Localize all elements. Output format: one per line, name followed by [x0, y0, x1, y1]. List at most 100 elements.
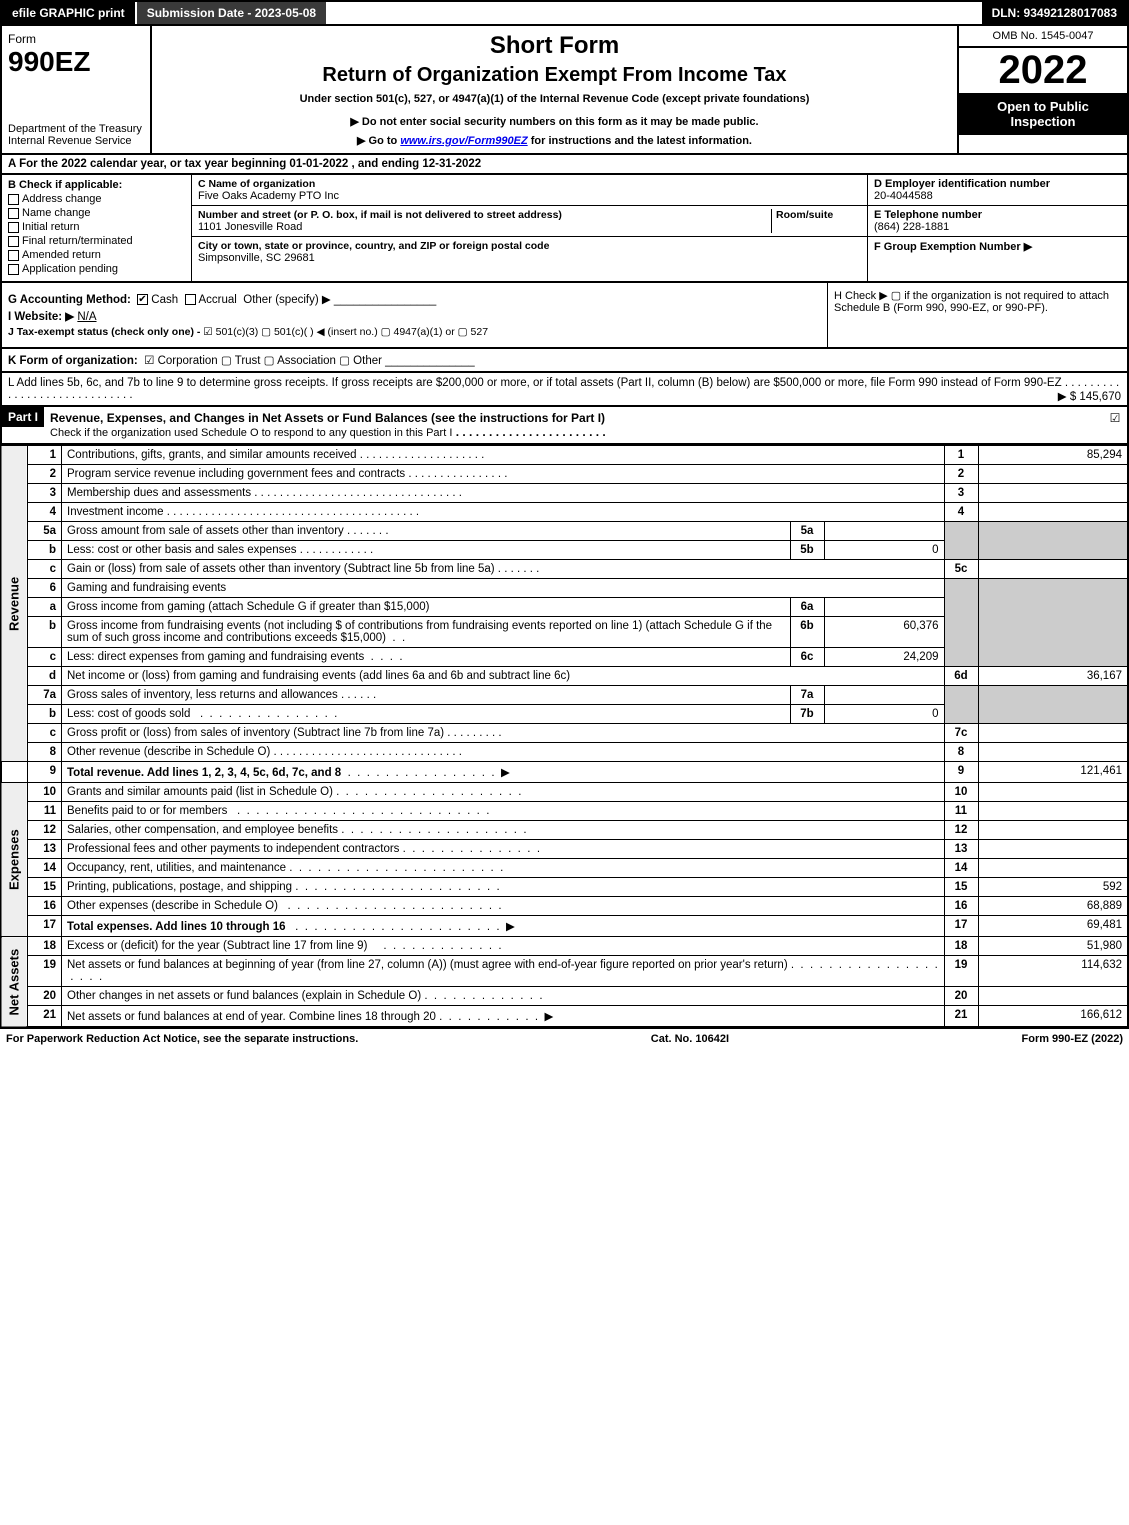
- topbar-spacer: [326, 2, 981, 24]
- phone-cell: E Telephone number (864) 228-1881: [868, 206, 1127, 237]
- line-14: 14Occupancy, rent, utilities, and mainte…: [1, 859, 1128, 878]
- chk-application-pending[interactable]: Application pending: [8, 263, 185, 275]
- line-6d: dNet income or (loss) from gaming and fu…: [1, 667, 1128, 686]
- line-17: 17Total expenses. Add lines 10 through 1…: [1, 916, 1128, 937]
- header-left: Form 990EZ Department of the Treasury In…: [2, 26, 152, 153]
- line-7a: 7aGross sales of inventory, less returns…: [1, 686, 1128, 705]
- line-10: Expenses 10Grants and similar amounts pa…: [1, 783, 1128, 802]
- address-label: Number and street (or P. O. box, if mail…: [198, 209, 771, 221]
- line-8: 8Other revenue (describe in Schedule O) …: [1, 743, 1128, 762]
- ein-cell: D Employer identification number 20-4044…: [868, 175, 1127, 206]
- other-specify-label: Other (specify) ▶: [243, 294, 330, 306]
- col-c-org-info: C Name of organization Five Oaks Academy…: [192, 175, 867, 281]
- ln-2-desc: Program service revenue including govern…: [67, 468, 405, 480]
- form-of-org-options: ☑ Corporation ▢ Trust ▢ Association ▢ Ot…: [144, 355, 382, 367]
- ln-14-desc: Occupancy, rent, utilities, and maintena…: [67, 862, 286, 874]
- ln-6b-sv: 60,376: [824, 617, 944, 648]
- top-bar: efile GRAPHIC print Submission Date - 20…: [0, 0, 1129, 26]
- ln-7b-sv: 0: [824, 705, 944, 724]
- line-18: Net Assets 18Excess or (deficit) for the…: [1, 937, 1128, 956]
- part-1-checkbox[interactable]: ☑: [1103, 407, 1127, 429]
- city-label: City or town, state or province, country…: [198, 240, 861, 252]
- line-15: 15Printing, publications, postage, and s…: [1, 878, 1128, 897]
- ln-7b-sub: 7b: [790, 705, 824, 724]
- line-1: Revenue 1 Contributions, gifts, grants, …: [1, 446, 1128, 465]
- expenses-side-label: Expenses: [1, 783, 28, 937]
- ln-6c-sv: 24,209: [824, 648, 944, 667]
- page-footer: For Paperwork Reduction Act Notice, see …: [0, 1028, 1129, 1049]
- chk-cash[interactable]: [137, 294, 148, 305]
- chk-final-return[interactable]: Final return/terminated: [8, 235, 185, 247]
- ln-6-desc: Gaming and fundraising events: [62, 579, 945, 598]
- form-of-org-label: K Form of organization:: [8, 355, 138, 367]
- schedule-b-text: H Check ▶ ▢ if the organization is not r…: [834, 290, 1109, 314]
- dln-label: DLN: 93492128017083: [982, 2, 1127, 24]
- city-value: Simpsonville, SC 29681: [198, 252, 861, 264]
- line-11: 11Benefits paid to or for members . . . …: [1, 802, 1128, 821]
- ln-7a-sv: [824, 686, 944, 705]
- ln-5a-sub: 5a: [790, 522, 824, 541]
- line-7c: cGross profit or (loss) from sales of in…: [1, 724, 1128, 743]
- chk-accrual[interactable]: [185, 294, 196, 305]
- ln-20-desc: Other changes in net assets or fund bala…: [67, 990, 421, 1002]
- accrual-label: Accrual: [199, 294, 237, 306]
- ln-5b-desc: Less: cost or other basis and sales expe…: [67, 544, 297, 556]
- line-6: 6Gaming and fundraising events: [1, 579, 1128, 598]
- ln-17-desc: Total expenses. Add lines 10 through 16: [67, 921, 286, 933]
- ln-4-val: [978, 503, 1128, 522]
- line-4: 4Investment income . . . . . . . . . . .…: [1, 503, 1128, 522]
- goto-line: ▶ Go to www.irs.gov/Form990EZ for instru…: [158, 134, 951, 147]
- ein-value: 20-4044588: [874, 190, 1121, 202]
- form-word: Form: [8, 32, 144, 46]
- irs-link[interactable]: www.irs.gov/Form990EZ: [400, 135, 527, 147]
- ln-1-col: 1: [944, 446, 978, 465]
- ln-19-val: 114,632: [978, 956, 1128, 987]
- header-center: Short Form Return of Organization Exempt…: [152, 26, 957, 153]
- col-b-header: B Check if applicable:: [8, 179, 122, 191]
- phone-value: (864) 228-1881: [874, 221, 1121, 233]
- tax-exempt-label: J Tax-exempt status (check only one) -: [8, 326, 203, 338]
- ln-5b-sv: 0: [824, 541, 944, 560]
- under-section-text: Under section 501(c), 527, or 4947(a)(1)…: [158, 93, 951, 105]
- footer-right: Form 990-EZ (2022): [1022, 1033, 1123, 1045]
- ln-1-val: 85,294: [978, 446, 1128, 465]
- ghi-left: G Accounting Method: Cash Accrual Other …: [2, 283, 827, 347]
- submission-date-label: Submission Date - 2023-05-08: [137, 2, 326, 24]
- ln-10-desc: Grants and similar amounts paid (list in…: [67, 786, 333, 798]
- ln-1-desc: Contributions, gifts, grants, and simila…: [67, 449, 357, 461]
- ln-18-desc: Excess or (deficit) for the year (Subtra…: [67, 940, 367, 952]
- ln-21-desc: Net assets or fund balances at end of ye…: [67, 1011, 436, 1023]
- line-l-text: L Add lines 5b, 6c, and 7b to line 9 to …: [8, 377, 1062, 389]
- ln-7c-desc: Gross profit or (loss) from sales of inv…: [67, 727, 444, 739]
- line-13: 13Professional fees and other payments t…: [1, 840, 1128, 859]
- net-assets-side-label: Net Assets: [1, 937, 28, 1028]
- ln-6b-desc: Gross income from fundraising events (no…: [67, 620, 772, 644]
- ln-7a-desc: Gross sales of inventory, less returns a…: [67, 689, 338, 701]
- chk-address-change[interactable]: Address change: [8, 193, 185, 205]
- line-3: 3Membership dues and assessments . . . .…: [1, 484, 1128, 503]
- header-right: OMB No. 1545-0047 2022 Open to Public In…: [957, 26, 1127, 153]
- row-ghi: G Accounting Method: Cash Accrual Other …: [0, 283, 1129, 349]
- ln-10-val: [978, 783, 1128, 802]
- phone-label: E Telephone number: [874, 209, 1121, 221]
- revenue-side-label: Revenue: [1, 446, 28, 762]
- ln-5c-desc: Gain or (loss) from sale of assets other…: [67, 563, 495, 575]
- ln-6c-sub: 6c: [790, 648, 824, 667]
- part-1-table: Revenue 1 Contributions, gifts, grants, …: [0, 445, 1129, 1028]
- form-header: Form 990EZ Department of the Treasury In…: [0, 26, 1129, 155]
- address-cell: Number and street (or P. O. box, if mail…: [192, 206, 867, 237]
- part-1-title: Revenue, Expenses, and Changes in Net As…: [50, 411, 605, 425]
- form-number: 990EZ: [8, 46, 144, 78]
- chk-initial-return[interactable]: Initial return: [8, 221, 185, 233]
- department-label: Department of the Treasury Internal Reve…: [8, 123, 144, 147]
- part-1-bar: Part I: [2, 407, 44, 427]
- ln-18-val: 51,980: [978, 937, 1128, 956]
- chk-name-change[interactable]: Name change: [8, 207, 185, 219]
- row-h: H Check ▶ ▢ if the organization is not r…: [827, 283, 1127, 347]
- section-bcd: B Check if applicable: Address change Na…: [0, 175, 1129, 283]
- part-1-title-block: Revenue, Expenses, and Changes in Net As…: [44, 407, 1103, 443]
- efile-print-button[interactable]: efile GRAPHIC print: [2, 2, 137, 24]
- ln-8-val: [978, 743, 1128, 762]
- part-1-sub: Check if the organization used Schedule …: [50, 427, 452, 439]
- chk-amended-return[interactable]: Amended return: [8, 249, 185, 261]
